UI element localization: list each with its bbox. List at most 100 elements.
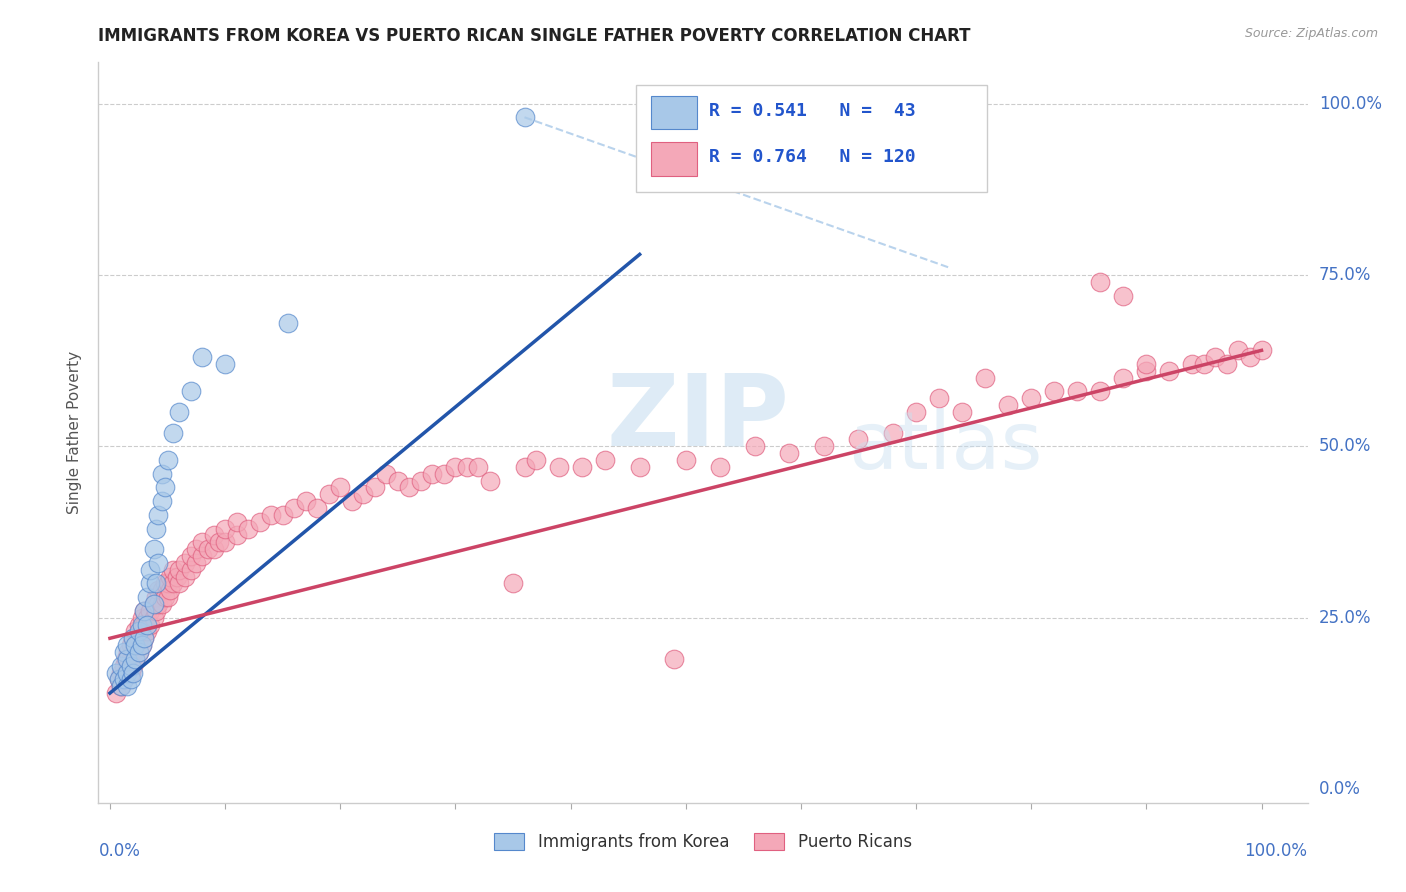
Point: [214, 522, 236, 536]
Point: [128, 617, 150, 632]
Point: [150, 467, 173, 481]
Point: [110, 665, 132, 680]
Point: [1192, 357, 1215, 371]
Point: [108, 673, 131, 687]
Point: [112, 673, 135, 687]
Point: [120, 652, 142, 666]
Point: [318, 487, 340, 501]
Point: [197, 542, 219, 557]
Point: [433, 467, 456, 481]
Text: R = 0.541   N =  43: R = 0.541 N = 43: [709, 102, 915, 120]
Point: [139, 617, 162, 632]
Point: [167, 405, 190, 419]
Point: [117, 645, 139, 659]
Point: [1112, 371, 1135, 385]
Point: [214, 535, 236, 549]
Point: [128, 645, 150, 659]
Point: [1204, 350, 1226, 364]
Point: [124, 652, 146, 666]
Point: [1227, 343, 1250, 358]
Point: [173, 569, 195, 583]
Point: [905, 405, 928, 419]
Point: [124, 652, 146, 666]
Point: [513, 110, 536, 124]
Point: [134, 617, 156, 632]
Point: [117, 658, 139, 673]
Point: [548, 459, 571, 474]
Point: [375, 467, 398, 481]
Point: [150, 597, 173, 611]
Point: [120, 673, 142, 687]
Point: [104, 665, 127, 680]
Point: [249, 515, 271, 529]
Point: [135, 611, 157, 625]
Text: ZIP: ZIP: [606, 369, 789, 467]
Text: 50.0%: 50.0%: [1319, 437, 1371, 455]
Point: [225, 528, 247, 542]
Point: [813, 439, 835, 453]
Point: [134, 632, 156, 646]
Point: [173, 556, 195, 570]
Point: [1066, 384, 1088, 399]
Point: [159, 569, 181, 583]
Point: [142, 597, 165, 611]
Point: [307, 501, 329, 516]
Point: [122, 632, 145, 646]
Point: [422, 467, 444, 481]
Point: [148, 508, 170, 522]
Point: [271, 508, 294, 522]
FancyBboxPatch shape: [637, 85, 987, 192]
Point: [329, 480, 352, 494]
Point: [593, 453, 616, 467]
Text: 100.0%: 100.0%: [1319, 95, 1382, 112]
Point: [709, 459, 731, 474]
Point: [778, 446, 800, 460]
Point: [112, 645, 135, 659]
Point: [156, 453, 179, 467]
Point: [110, 658, 132, 673]
Point: [950, 405, 973, 419]
Point: [131, 638, 153, 652]
Point: [155, 590, 177, 604]
Point: [134, 604, 156, 618]
Point: [166, 569, 188, 583]
Point: [148, 583, 170, 598]
Point: [364, 480, 387, 494]
Point: [120, 665, 142, 680]
Point: [1135, 364, 1157, 378]
Point: [1090, 275, 1112, 289]
Point: [1181, 357, 1204, 371]
Point: [202, 542, 225, 557]
Point: [131, 624, 153, 639]
Point: [110, 679, 132, 693]
Y-axis label: Single Father Poverty: Single Father Poverty: [67, 351, 83, 514]
Text: 0.0%: 0.0%: [1319, 780, 1361, 798]
Point: [180, 563, 202, 577]
Point: [162, 563, 184, 577]
Point: [1043, 384, 1066, 399]
Text: atlas: atlas: [848, 409, 1042, 486]
Point: [478, 474, 501, 488]
Point: [628, 459, 651, 474]
Point: [191, 549, 214, 563]
Point: [456, 459, 478, 474]
Point: [148, 556, 170, 570]
Point: [186, 556, 208, 570]
Point: [848, 433, 870, 447]
Text: Source: ZipAtlas.com: Source: ZipAtlas.com: [1244, 27, 1378, 40]
Point: [398, 480, 420, 494]
Point: [115, 665, 138, 680]
Point: [134, 604, 156, 618]
Point: [155, 480, 177, 494]
Point: [110, 679, 132, 693]
Point: [167, 576, 190, 591]
Point: [128, 645, 150, 659]
Text: 0.0%: 0.0%: [98, 842, 141, 860]
Point: [108, 673, 131, 687]
Point: [156, 576, 179, 591]
Point: [139, 576, 162, 591]
Legend: Immigrants from Korea, Puerto Ricans: Immigrants from Korea, Puerto Ricans: [488, 826, 918, 857]
Point: [115, 665, 138, 680]
Point: [524, 453, 547, 467]
Point: [444, 459, 467, 474]
